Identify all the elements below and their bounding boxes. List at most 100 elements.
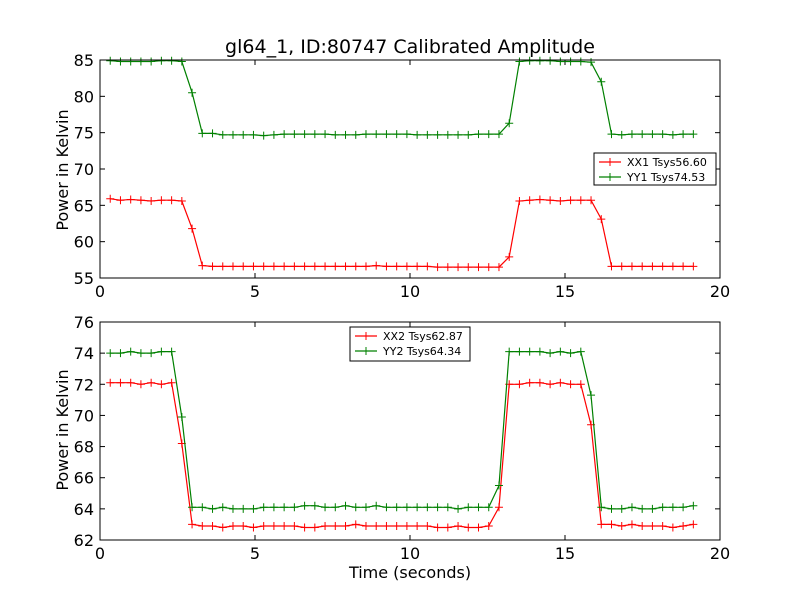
data-point — [167, 347, 176, 356]
data-point — [566, 57, 575, 66]
data-point — [177, 196, 186, 205]
data-point — [382, 503, 391, 512]
data-point — [689, 262, 698, 271]
data-point — [136, 196, 145, 205]
data-point — [535, 56, 544, 65]
data-point — [392, 130, 401, 139]
y-tick-label: 80 — [74, 87, 94, 106]
data-point — [638, 504, 647, 513]
data-point — [259, 131, 268, 140]
data-point — [341, 521, 350, 530]
data-point — [321, 262, 330, 271]
data-point — [689, 520, 698, 529]
data-point — [198, 521, 207, 530]
data-point — [188, 88, 197, 97]
data-point — [464, 130, 473, 139]
data-point — [351, 520, 360, 529]
data-point — [208, 521, 217, 530]
data-point — [658, 503, 667, 512]
data-point — [372, 521, 381, 530]
legend-marker — [362, 347, 370, 355]
series-line-2 — [110, 350, 694, 510]
data-point — [392, 521, 401, 530]
data-point — [188, 503, 197, 512]
data-point — [147, 378, 156, 387]
data-point — [617, 130, 626, 139]
data-point — [106, 194, 115, 203]
data-point — [198, 129, 207, 138]
data-point — [228, 130, 237, 139]
data-point — [413, 521, 422, 530]
data-point — [443, 130, 452, 139]
data-point — [587, 391, 596, 400]
data-point — [474, 503, 483, 512]
data-point — [269, 262, 278, 271]
data-point — [627, 520, 636, 529]
data-point — [361, 521, 370, 530]
data-point — [310, 523, 319, 532]
data-point — [413, 503, 422, 512]
data-point — [300, 501, 309, 510]
data-point — [689, 130, 698, 139]
data-point — [198, 503, 207, 512]
data-point — [239, 130, 248, 139]
data-point — [679, 262, 688, 271]
data-point — [280, 521, 289, 530]
data-point — [228, 521, 237, 530]
x-tick-label: 15 — [555, 544, 575, 563]
data-point — [627, 130, 636, 139]
data-point — [515, 57, 524, 66]
data-point — [443, 523, 452, 532]
legend — [349, 326, 471, 362]
axes-frame — [99, 59, 721, 279]
y-tick-label: 70 — [74, 406, 94, 425]
y-tick-label: 60 — [74, 233, 94, 252]
data-point — [249, 504, 258, 513]
data-point — [443, 503, 452, 512]
data-point — [402, 262, 411, 271]
data-point — [239, 504, 248, 513]
data-point — [597, 215, 606, 224]
data-point — [494, 130, 503, 139]
data-point — [668, 130, 677, 139]
data-point — [361, 130, 370, 139]
data-point — [341, 501, 350, 510]
data-point — [198, 261, 207, 270]
data-point — [208, 129, 217, 138]
data-point — [280, 130, 289, 139]
data-point — [546, 56, 555, 65]
data-point — [587, 58, 596, 67]
y-tick-label: 85 — [74, 51, 94, 70]
data-point — [290, 521, 299, 530]
data-point — [372, 261, 381, 270]
x-tick-label: 10 — [400, 282, 420, 301]
data-point — [607, 520, 616, 529]
data-point — [351, 503, 360, 512]
top-ylabel: Power in Kelvin — [53, 109, 72, 230]
data-point — [321, 521, 330, 530]
data-point — [382, 130, 391, 139]
data-point — [535, 347, 544, 356]
data-point — [116, 196, 125, 205]
data-point — [617, 262, 626, 271]
legend-label: XX1 Tsys56.60 — [627, 156, 707, 169]
data-point — [147, 349, 156, 358]
data-point — [126, 347, 135, 356]
data-point — [484, 503, 493, 512]
x-tick-label: 5 — [250, 544, 260, 563]
data-point — [535, 378, 544, 387]
data-point — [423, 130, 432, 139]
data-point — [464, 263, 473, 272]
data-point — [331, 503, 340, 512]
data-point — [372, 501, 381, 510]
data-point — [689, 501, 698, 510]
data-point — [627, 503, 636, 512]
data-point — [556, 196, 565, 205]
legend-label: YY1 Tsys74.53 — [626, 171, 705, 184]
data-point — [310, 501, 319, 510]
data-point — [269, 521, 278, 530]
x-tick-label: 10 — [400, 544, 420, 563]
data-point — [157, 196, 166, 205]
data-point — [259, 503, 268, 512]
data-point — [668, 523, 677, 532]
